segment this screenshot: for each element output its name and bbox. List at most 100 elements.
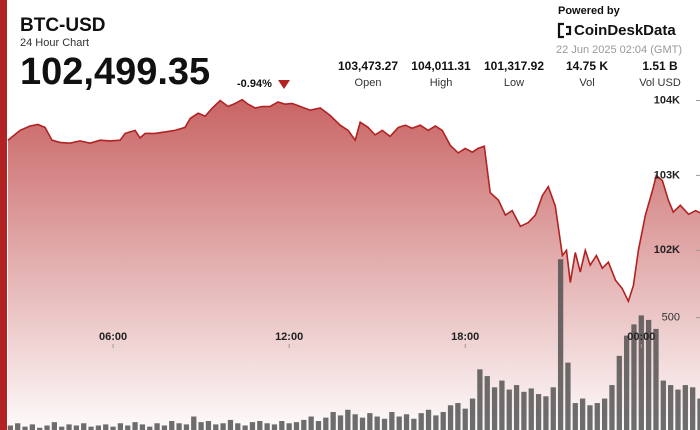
volume-bar xyxy=(381,418,388,430)
volume-bar xyxy=(330,412,336,430)
stat-value: 101,317.92 xyxy=(484,59,544,73)
volume-bar xyxy=(88,426,94,430)
volume-bar xyxy=(117,423,124,430)
volume-bar xyxy=(66,424,72,430)
stat-value: 14.75 K xyxy=(566,59,608,73)
volume-bar xyxy=(345,409,351,430)
timestamp: 22 Jun 2025 02:04 (GMT) xyxy=(556,44,682,56)
volume-bar xyxy=(660,380,666,430)
volume-bar xyxy=(690,387,696,430)
stat-label: Vol xyxy=(579,77,594,89)
change: -0.94% xyxy=(237,78,272,90)
volume-bar xyxy=(477,369,483,430)
volume-bar xyxy=(418,413,424,430)
price: 102,499.35 xyxy=(20,51,210,93)
volume-bar xyxy=(139,424,146,430)
y2-tick-label: 500 xyxy=(662,312,680,324)
volume-bar xyxy=(227,419,234,430)
volume-bar xyxy=(183,424,190,430)
stat-label: High xyxy=(430,77,453,89)
volume-bar xyxy=(396,416,402,430)
stat-label: Open xyxy=(355,77,382,89)
volume-bar xyxy=(513,385,520,430)
volume-bar xyxy=(433,415,439,430)
volume-bar xyxy=(565,362,571,430)
volume-bar xyxy=(264,423,270,430)
brand-icon xyxy=(557,22,572,39)
volume-bar xyxy=(176,423,182,430)
x-tick-label: 12:00 xyxy=(275,331,303,343)
volume-bar xyxy=(154,423,160,430)
stat-value: 104,011.31 xyxy=(411,59,471,73)
volume-bar xyxy=(286,423,292,430)
volume-bar xyxy=(73,425,80,430)
volume-bar xyxy=(374,416,380,430)
down-arrow xyxy=(278,80,290,89)
volume-bar xyxy=(29,424,35,430)
volume-bar xyxy=(359,417,366,430)
volume-bar xyxy=(323,417,329,430)
volume-bar xyxy=(499,380,505,430)
volume-bar xyxy=(638,315,644,430)
volume-bar xyxy=(315,421,322,430)
volume-bar xyxy=(235,423,241,430)
stat-value: 103,473.27 xyxy=(338,59,398,73)
x-tick-label: 18:00 xyxy=(451,331,479,343)
volume-bar xyxy=(191,416,197,430)
volume-bar xyxy=(51,422,58,430)
volume-bar xyxy=(411,418,417,430)
volume-bar xyxy=(491,387,498,430)
y-tick-label: 103K xyxy=(654,169,680,181)
volume-bar xyxy=(293,422,300,430)
volume-bar xyxy=(697,398,700,430)
volume-bar xyxy=(506,389,512,430)
volume-bar xyxy=(161,425,168,430)
volume-bar xyxy=(44,425,50,430)
volume-bar xyxy=(367,413,373,430)
volume-bar xyxy=(301,419,307,430)
volume-bar xyxy=(308,416,314,430)
volume-bar xyxy=(337,415,344,430)
volume-bar xyxy=(623,335,630,430)
volume-bar xyxy=(425,409,432,430)
y-tick-label: 102K xyxy=(654,244,680,256)
volume-bar xyxy=(22,426,28,430)
volume-bar xyxy=(587,405,593,430)
x-tick-label: 06:00 xyxy=(99,331,127,343)
symbol: BTC-USD xyxy=(20,15,106,36)
volume-bar xyxy=(682,385,688,430)
volume-bar xyxy=(543,396,549,430)
volume-bar xyxy=(249,422,256,430)
volume-bar xyxy=(601,398,608,430)
volume-bar xyxy=(169,421,175,430)
volume-bar xyxy=(557,259,564,430)
volume-bar xyxy=(550,387,556,430)
volume-bar xyxy=(447,405,454,430)
volume-bar xyxy=(675,389,681,430)
volume-bar xyxy=(484,376,490,430)
volume-bar xyxy=(220,423,226,430)
volume-bar xyxy=(440,412,446,430)
stat-value: 1.51 B xyxy=(642,59,678,73)
volume-bar xyxy=(594,403,600,430)
stat-label: Low xyxy=(504,77,524,89)
volume-bar xyxy=(462,408,468,430)
volume-bar xyxy=(579,398,586,430)
volume-bar xyxy=(103,424,109,430)
volume-bar xyxy=(279,421,285,430)
accent-bar xyxy=(0,0,7,430)
volume-bar xyxy=(15,423,21,430)
volume-bar xyxy=(205,421,212,430)
volume-bar xyxy=(455,403,461,430)
volume-bar xyxy=(668,385,674,430)
volume-bar xyxy=(403,414,410,430)
price-line xyxy=(7,98,700,304)
subtitle: 24 Hour Chart xyxy=(20,37,89,49)
volume-bar xyxy=(132,422,138,430)
volume-bar xyxy=(59,426,65,430)
volume-bar xyxy=(147,426,153,430)
volume-bar xyxy=(213,424,219,430)
y-tick-label: 104K xyxy=(654,94,680,106)
stats: 103,473.27 Open 104,011.31 High 101,317.92 Lo… xyxy=(338,59,681,89)
